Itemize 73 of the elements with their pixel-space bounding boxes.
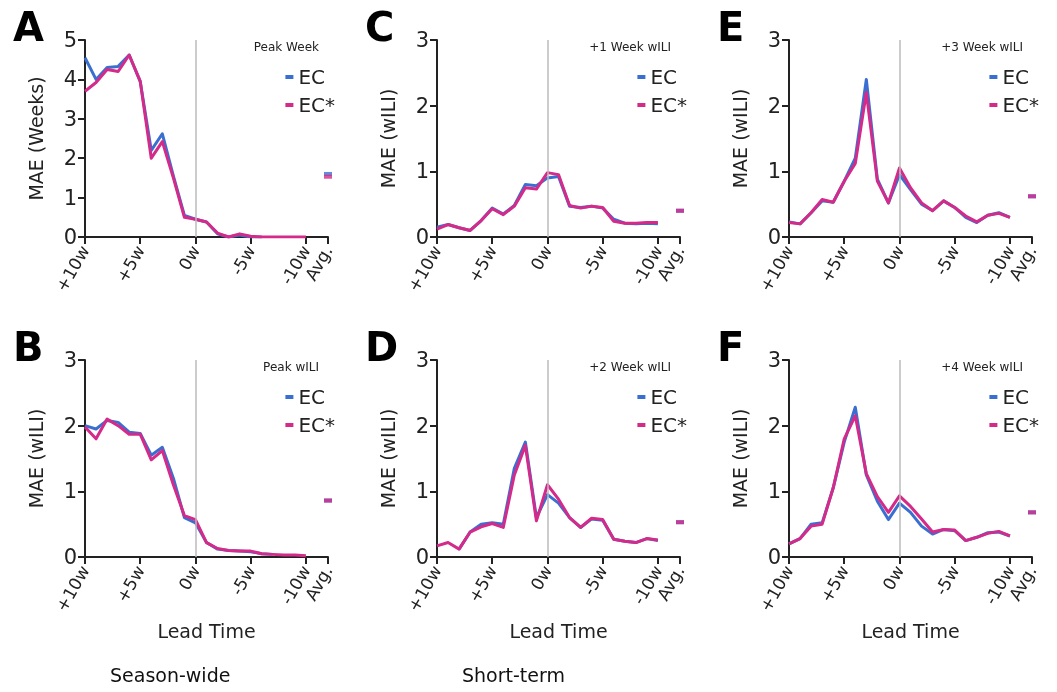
- legend-label: EC: [1002, 65, 1030, 89]
- y-axis-title: MAE (wILI): [376, 88, 399, 189]
- y-tick-label: 1: [415, 159, 429, 184]
- y-tick-label: 2: [415, 93, 429, 118]
- x-tick-label: -5w: [578, 561, 612, 599]
- chart-subtitle: +2 Week wILI: [589, 360, 672, 374]
- y-tick-label: 1: [767, 479, 781, 504]
- chart-subtitle: +3 Week wILI: [941, 40, 1024, 54]
- chart-title: D: [365, 324, 399, 370]
- legend-label: EC: [298, 65, 326, 89]
- legend-label: EC*: [298, 413, 336, 437]
- x-axis-title: Lead Time: [157, 620, 256, 643]
- y-tick-label: 1: [63, 479, 77, 504]
- y-tick-label: 3: [63, 106, 77, 131]
- y-tick-label: 2: [767, 93, 781, 118]
- chart-title: A: [13, 4, 44, 50]
- y-tick-label: 4: [63, 67, 77, 92]
- y-tick-label: 0: [767, 545, 781, 569]
- x-tick-label: 0w: [526, 561, 557, 594]
- x-tick-label: 0w: [878, 241, 909, 274]
- chart-subtitle: Peak Week: [253, 40, 320, 54]
- legend-label: EC: [298, 385, 326, 409]
- x-tick-label: -5w: [930, 561, 964, 599]
- y-tick-label: 0: [63, 545, 77, 569]
- y-tick-label: 3: [767, 348, 781, 372]
- y-tick-label: 1: [767, 159, 781, 184]
- x-axis-title: Lead Time: [509, 620, 608, 643]
- text: Season-wide: [110, 663, 231, 686]
- y-tick-label: 2: [767, 413, 781, 438]
- legend-label: EC*: [1002, 413, 1040, 437]
- chart-subtitle: +4 Week wILI: [941, 360, 1024, 374]
- chart-subtitle: Peak wILI: [263, 360, 319, 374]
- y-tick-label: 3: [767, 28, 781, 52]
- y-tick-label: 1: [415, 479, 429, 504]
- y-tick-label: 3: [415, 28, 429, 52]
- x-axis-title: Lead Time: [861, 620, 960, 643]
- x-tick-label: 0w: [878, 561, 909, 594]
- chart-subtitle: +1 Week wILI: [589, 40, 672, 54]
- y-tick-label: 0: [415, 225, 429, 249]
- legend-label: EC*: [298, 93, 336, 117]
- x-tick-label: 0w: [174, 241, 205, 274]
- legend-label: EC*: [1002, 93, 1040, 117]
- x-tick-label: -5w: [226, 561, 260, 599]
- y-tick-label: 2: [63, 413, 77, 438]
- y-tick-label: 3: [63, 348, 77, 372]
- legend-label: EC*: [650, 413, 688, 437]
- x-tick-label: -5w: [226, 241, 260, 279]
- text: Short-term: [462, 663, 565, 686]
- y-axis-title: MAE (wILI): [376, 408, 399, 509]
- chart-title: C: [365, 4, 395, 50]
- x-tick-label: -5w: [930, 241, 964, 279]
- y-tick-label: 3: [415, 348, 429, 372]
- chart-title: F: [717, 324, 745, 370]
- y-tick-label: 0: [767, 225, 781, 249]
- y-tick-label: 2: [415, 413, 429, 438]
- y-tick-label: 0: [415, 545, 429, 569]
- y-tick-label: 2: [63, 146, 77, 171]
- y-axis-title: MAE (wILI): [24, 408, 47, 509]
- legend-label: EC: [650, 65, 678, 89]
- y-axis-title: MAE (wILI): [728, 408, 751, 509]
- legend-label: EC: [650, 385, 678, 409]
- legend-label: EC*: [650, 93, 688, 117]
- chart-title: E: [717, 4, 745, 50]
- x-tick-label: 0w: [526, 241, 557, 274]
- legend-label: EC: [1002, 385, 1030, 409]
- y-axis-title: MAE (wILI): [728, 88, 751, 189]
- x-tick-label: -5w: [578, 241, 612, 279]
- chart-title: B: [13, 324, 44, 370]
- x-tick-label: 0w: [174, 561, 205, 594]
- y-tick-label: 0: [63, 225, 77, 249]
- y-tick-label: 1: [63, 185, 77, 210]
- y-tick-label: 5: [63, 28, 77, 52]
- y-axis-title: MAE (Weeks): [24, 76, 47, 201]
